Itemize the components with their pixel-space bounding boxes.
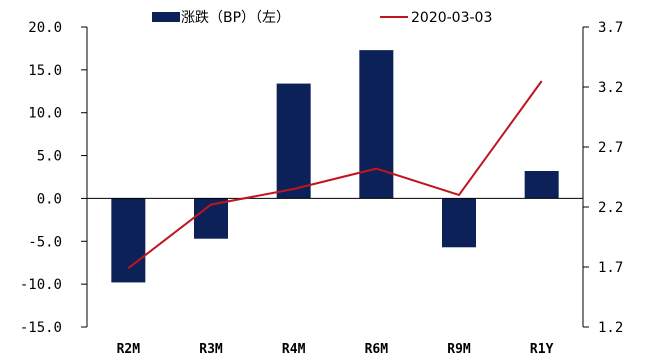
bar-series [87,50,583,283]
category-label: R9M [447,342,471,356]
legend-bar-swatch [152,12,180,22]
bar-R6M [359,50,394,199]
right-tick-label: 2.2 [598,200,623,216]
left-tick-label: 15.0 [28,63,62,79]
legend-bar-label: 涨跌（BP）（左） [181,10,290,26]
right-tick-label: 1.7 [598,260,623,276]
left-tick-label: 0.0 [37,191,62,207]
right-tick-label: 3.2 [598,80,623,96]
left-tick-label: 10.0 [28,106,62,122]
category-label: R2M [117,342,141,356]
left-y-axis: 20.0 15.0 10.0 5.0 0.0 -5.0 -10.0 -15.0 [20,20,88,336]
left-tick-label: 20.0 [28,20,62,36]
right-y-axis: 3.7 3.2 2.7 2.2 1.7 1.2 [582,20,623,336]
right-tick-label: 1.2 [598,320,623,336]
left-tick-label: -5.0 [28,234,62,250]
category-label: R1Y [530,342,554,356]
category-label: R6M [365,342,389,356]
left-tick-label: 5.0 [37,149,62,165]
right-tick-label: 3.7 [598,20,623,36]
legend-line-label: 2020-03-03 [411,10,492,26]
right-tick-label: 2.7 [598,140,623,156]
bar-R9M [442,198,476,248]
category-label: R4M [282,342,306,356]
bar-R1Y [524,171,559,199]
legend: 涨跌（BP）（左） 2020-03-03 [152,10,492,26]
left-tick-label: -10.0 [20,277,62,293]
line-series [127,80,543,269]
category-label: R3M [199,342,223,356]
x-axis-categories: R2M R3M R4M R6M R9M R1Y [117,342,554,356]
left-tick-label: -15.0 [20,320,62,336]
line-path [127,80,543,269]
bar-R2M [111,198,146,283]
bar-R4M [276,83,311,199]
